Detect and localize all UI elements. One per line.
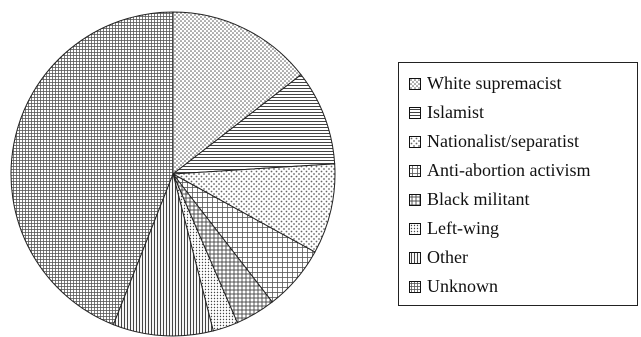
legend-item: Black militant — [409, 185, 637, 214]
legend-label: Other — [427, 247, 468, 267]
legend-swatch — [409, 222, 421, 235]
legend-item: Nationalist/separatist — [409, 127, 637, 156]
pie-slice-other — [112, 172, 214, 337]
legend-label: Anti-abortion activism — [427, 160, 591, 180]
legend-swatch — [409, 251, 421, 264]
pie-slice-white-supremacist — [172, 11, 302, 176]
legend-item: Other — [409, 243, 637, 272]
legend-item: Islamist — [409, 98, 637, 127]
legend-label: Black militant — [427, 189, 530, 209]
pie-slice-nationalist-separatist — [171, 163, 336, 253]
legend-label: Nationalist/separatist — [427, 131, 579, 151]
legend-swatch — [409, 280, 421, 293]
legend-item: Unknown — [409, 272, 637, 301]
legend-swatch — [409, 164, 421, 177]
pie-slice-islamist — [171, 74, 336, 175]
legend-swatch — [409, 135, 421, 148]
legend-item: White supremacist — [409, 69, 637, 98]
legend: White supremacist Islamist Nationalist/sep… — [398, 62, 638, 306]
legend-label: Islamist — [427, 102, 484, 122]
legend-swatch — [409, 193, 421, 206]
legend-item: Left-wing — [409, 214, 637, 243]
legend-label: White supremacist — [427, 73, 562, 93]
legend-list: White supremacist Islamist Nationalist/sep… — [399, 63, 637, 301]
legend-swatch — [409, 106, 421, 119]
legend-item: Anti-abortion activism — [409, 156, 637, 185]
legend-label: Unknown — [427, 276, 498, 296]
pie-slices — [10, 11, 336, 337]
pie-slice-unknown — [10, 11, 174, 326]
legend-label: Left-wing — [427, 218, 499, 238]
legend-swatch — [409, 77, 421, 90]
